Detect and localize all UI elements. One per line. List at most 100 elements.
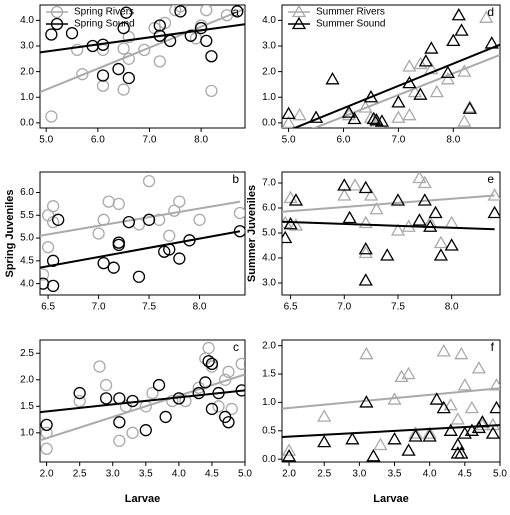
y-tick-label: 2.0	[20, 374, 34, 385]
y-tick-label: 4.0	[262, 15, 276, 26]
y-tick-label: 5.0	[20, 233, 34, 244]
point	[153, 213, 166, 226]
point	[41, 241, 55, 254]
point	[113, 434, 126, 447]
point	[46, 200, 60, 213]
panel: 2.0 2.5 3.0 3.5 4.0 4.5 5.0 1.0 1.5 2.0 2.5 c Larvae	[20, 339, 252, 505]
point	[390, 223, 406, 236]
point	[366, 111, 381, 125]
point	[366, 449, 381, 462]
point	[487, 205, 500, 219]
point	[40, 418, 53, 432]
y-tick-label: 6.0	[262, 203, 276, 214]
x-tick-label: 7.0	[92, 302, 106, 313]
panel-letter: c	[233, 340, 239, 354]
fit-line	[40, 7, 245, 94]
point	[424, 41, 439, 54]
y-tick-label: 3.0	[262, 278, 276, 289]
plot-frame	[39, 4, 246, 129]
point	[358, 180, 373, 194]
x-tick-label: 2.0	[40, 469, 54, 480]
point	[391, 110, 406, 123]
point	[443, 423, 458, 436]
point	[364, 188, 379, 201]
x-tick-label: 6.0	[91, 135, 105, 146]
point	[380, 248, 395, 261]
point	[429, 392, 444, 405]
point	[325, 72, 340, 85]
y-tick-label: 2.5	[20, 348, 34, 359]
point	[146, 386, 159, 400]
y-tick-label: 1.5	[262, 369, 276, 380]
point	[359, 395, 374, 408]
point	[317, 409, 332, 422]
point	[413, 87, 428, 100]
fit-line	[40, 373, 245, 442]
point	[283, 190, 298, 204]
point	[138, 43, 151, 56]
point	[202, 341, 215, 355]
panel: 6.5 7.0 7.5 8.0 3.0 4.0 5.0 6.0 7.0 e Summer Juven…	[246, 171, 501, 313]
point	[487, 188, 500, 201]
point	[192, 386, 205, 400]
point	[153, 55, 166, 68]
point	[464, 400, 479, 414]
point	[454, 346, 469, 360]
point	[337, 188, 352, 201]
point	[142, 213, 156, 226]
panel-letter: a	[232, 5, 239, 19]
x-tick-label: 2.5	[317, 469, 331, 480]
y-tick-label: 3.0	[262, 41, 276, 52]
x-tick-label: 6.5	[284, 302, 298, 313]
point	[173, 252, 186, 265]
point	[107, 261, 120, 274]
x-tick-label: 3.5	[139, 469, 153, 480]
x-tick-label: 4.0	[423, 469, 437, 480]
y-tick-label: 4.0	[20, 278, 34, 289]
point	[342, 210, 357, 224]
x-tick-label: 7.5	[391, 302, 405, 313]
x-tick-label: 8.0	[193, 302, 207, 313]
y-tick-label: 7.0	[262, 178, 276, 189]
point	[479, 10, 494, 23]
y-tick-label: 1.0	[262, 397, 276, 408]
point	[184, 29, 197, 42]
point	[485, 426, 500, 439]
point	[194, 21, 208, 35]
point	[489, 378, 500, 391]
x-tick-label: 7.0	[391, 135, 405, 146]
point	[117, 42, 130, 55]
point	[440, 65, 455, 79]
point	[173, 195, 186, 208]
point	[422, 429, 437, 442]
point	[212, 400, 225, 413]
point	[282, 449, 297, 462]
x-tick-label: 7.0	[337, 302, 351, 313]
point	[97, 256, 110, 270]
x-tick-label: 2.5	[73, 469, 87, 480]
fit-line	[40, 389, 245, 414]
point	[282, 443, 297, 456]
point	[93, 360, 106, 373]
point	[317, 434, 332, 448]
point	[202, 355, 215, 368]
fit-line	[282, 387, 500, 410]
point	[73, 386, 86, 400]
fit-line	[282, 424, 500, 439]
point	[444, 238, 459, 251]
point	[417, 193, 432, 206]
panel-letter: d	[487, 5, 494, 19]
point	[401, 366, 416, 380]
point	[401, 443, 416, 456]
point	[358, 241, 373, 255]
point	[45, 110, 58, 123]
point	[402, 107, 417, 121]
plot-area	[40, 5, 245, 123]
panel-letter: b	[232, 172, 239, 186]
legend-marker	[291, 4, 307, 18]
plot-frame	[281, 339, 501, 463]
x-tick-label: 6.0	[337, 135, 351, 146]
point	[358, 273, 373, 286]
y-tick-label: 3.0	[20, 41, 34, 52]
x-tick-label: 5.0	[282, 135, 296, 146]
